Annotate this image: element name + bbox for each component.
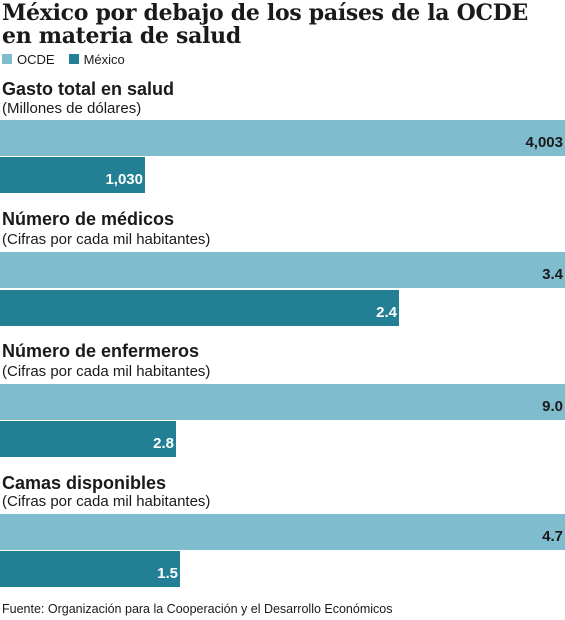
- bar-label-mexico-enfermeros: 2.8: [153, 435, 174, 452]
- bar-label-ocde-enfermeros: 9.0: [542, 398, 563, 415]
- bar-mexico-enfermeros: 2.8: [0, 421, 176, 457]
- bar-ocde-medicos: 3.4: [0, 252, 565, 288]
- section-subtitle-medicos: (Cifras por cada mil habitantes): [2, 231, 211, 248]
- legend: OCDE México: [2, 51, 139, 67]
- section-title-enfermeros: Número de enfermeros: [2, 341, 200, 361]
- bar-mexico-gasto: 1,030: [0, 157, 145, 193]
- bar-ocde-gasto: 4,003: [0, 120, 565, 156]
- legend-swatch-mexico: [68, 54, 79, 64]
- legend-label-ocde: OCDE: [17, 51, 55, 67]
- bar-label-mexico-medicos: 2.4: [376, 304, 397, 321]
- legend-swatch-ocde: [2, 54, 12, 64]
- legend-item-ocde: OCDE: [2, 52, 55, 67]
- bar-mexico-camas: 1.5: [0, 551, 180, 587]
- bar-ocde-camas: 4.7: [0, 514, 565, 550]
- section-subtitle-gasto: (Millones de dólares): [2, 100, 142, 117]
- section-subtitle-enfermeros: (Cifras por cada mil habitantes): [2, 363, 211, 380]
- bar-label-ocde-camas: 4.7: [542, 528, 563, 545]
- bar-label-ocde-gasto: 4,003: [525, 134, 563, 151]
- section-title-camas: Camas disponibles: [2, 473, 167, 493]
- source-note: Fuente: Organización para la Cooperación…: [2, 602, 393, 616]
- chart-title: México por debajo de los países de la OC…: [2, 0, 528, 49]
- section-subtitle-camas: (Cifras por cada mil habitantes): [2, 493, 211, 510]
- bar-label-mexico-camas: 1.5: [157, 565, 178, 582]
- bar-label-ocde-medicos: 3.4: [542, 266, 563, 283]
- legend-label-mexico: México: [83, 51, 125, 67]
- bar-ocde-enfermeros: 9.0: [0, 384, 565, 420]
- section-title-medicos: Número de médicos: [2, 209, 175, 229]
- bar-label-mexico-gasto: 1,030: [105, 171, 143, 188]
- section-title-gasto: Gasto total en salud: [2, 79, 175, 99]
- bar-mexico-medicos: 2.4: [0, 290, 399, 326]
- legend-item-mexico: México: [68, 51, 125, 67]
